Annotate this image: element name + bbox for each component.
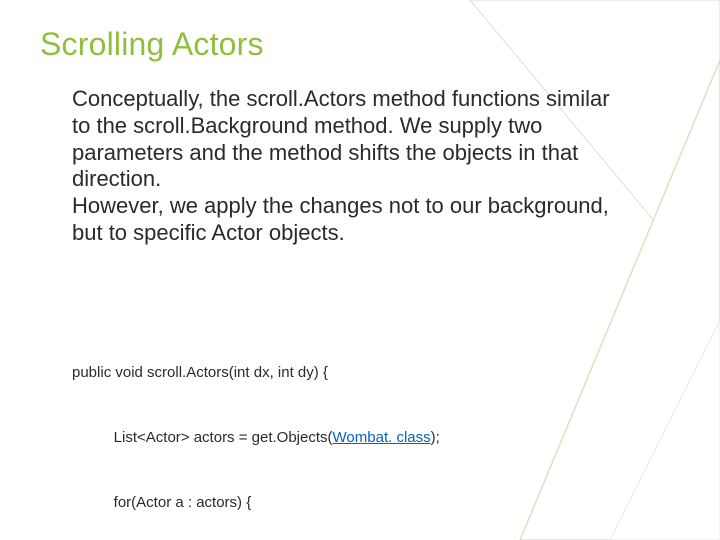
paragraph-2: However, we apply the changes not to our… (72, 193, 632, 247)
code-line-2-suffix: ); (431, 429, 440, 446)
code-line-1: public void scroll.Actors(int dx, int dy… (72, 362, 632, 384)
code-line-2: List<Actor> actors = get.Objects(Wombat.… (72, 427, 632, 449)
slide-title: Scrolling Actors (40, 26, 264, 63)
code-link-wombat[interactable]: Wombat. class (333, 429, 431, 446)
slide-container: Scrolling Actors Conceptually, the scrol… (0, 0, 720, 540)
code-block: public void scroll.Actors(int dx, int dy… (72, 318, 632, 540)
code-line-2-prefix: List<Actor> actors = get.Objects( (72, 429, 333, 446)
code-line-3: for(Actor a : actors) { (72, 492, 632, 514)
paragraph-1: Conceptually, the scroll.Actors method f… (72, 86, 632, 193)
slide-body: Conceptually, the scroll.Actors method f… (72, 86, 632, 247)
